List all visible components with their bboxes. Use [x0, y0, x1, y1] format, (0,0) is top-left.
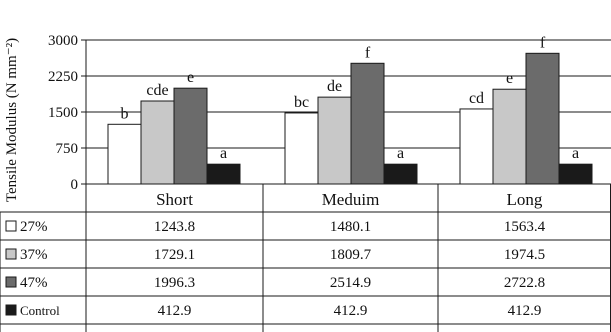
table-cell-value: 412.9 — [158, 303, 192, 319]
y-tick-label: 2250 — [48, 69, 78, 85]
bar — [383, 163, 418, 185]
bar — [459, 108, 494, 185]
table-cell-value: 1996.3 — [154, 275, 195, 291]
legend-swatch — [5, 248, 17, 260]
legend-series-name: 47% — [20, 275, 48, 291]
table-cell-value: 1243.8 — [154, 219, 195, 235]
data-table: Short Meduim Long 27% 1243.8 1480.1 1563.4 37% 1… — [0, 184, 611, 332]
significance-letter: e — [187, 69, 194, 86]
category-label: Short — [156, 190, 193, 209]
table-cell-value: 1729.1 — [154, 247, 195, 263]
axes — [81, 39, 611, 332]
legend-series-name: 37% — [20, 247, 48, 263]
table-cell-value: 1480.1 — [330, 219, 371, 235]
y-tick-label: 750 — [56, 141, 79, 157]
significance-letter: a — [220, 145, 227, 162]
table-cell-value: 2722.8 — [504, 275, 545, 291]
significance-letter: f — [365, 44, 371, 61]
significance-letter: bc — [294, 94, 309, 111]
bar — [350, 62, 385, 185]
bar — [107, 123, 142, 185]
bar — [492, 88, 527, 185]
legend-series-name: Control — [20, 303, 60, 318]
y-axis-label: Tensile Modulus (N mm⁻²) — [4, 38, 20, 202]
bar — [525, 52, 560, 185]
significance-letter: cde — [146, 82, 168, 99]
y-tick-label: 0 — [71, 177, 79, 193]
table-cell-value: 412.9 — [334, 303, 368, 319]
y-tick-label: 3000 — [48, 33, 78, 49]
table-cell-value: 412.9 — [508, 303, 542, 319]
category-label: Long — [507, 190, 543, 209]
bar — [140, 100, 175, 185]
y-tick-label: 1500 — [48, 105, 78, 121]
bar — [317, 96, 352, 185]
significance-letter: cd — [469, 90, 484, 107]
table-cell-value: 1974.5 — [504, 247, 545, 263]
significance-letter: b — [121, 105, 129, 122]
category-label: Meduim — [322, 190, 380, 209]
legend-swatch — [5, 220, 17, 232]
bar — [558, 163, 593, 185]
significance-letter: a — [572, 145, 579, 162]
table-cell-value: 2514.9 — [330, 275, 371, 291]
bar — [284, 112, 319, 185]
significance-letter: a — [397, 145, 404, 162]
significance-letter: e — [506, 70, 513, 87]
bar — [206, 163, 241, 185]
table-cell-value: 1563.4 — [504, 219, 546, 235]
legend-swatch — [5, 276, 17, 288]
legend-swatch — [5, 304, 17, 316]
bar-series — [107, 52, 593, 185]
bar — [173, 87, 208, 185]
significance-letter: de — [327, 78, 342, 95]
legend-series-name: 27% — [20, 219, 48, 235]
y-tick-labels: 0 750 1500 2250 3000 — [48, 33, 78, 193]
significance-letter: f — [540, 34, 546, 51]
table-cell-value: 1809.7 — [330, 247, 372, 263]
